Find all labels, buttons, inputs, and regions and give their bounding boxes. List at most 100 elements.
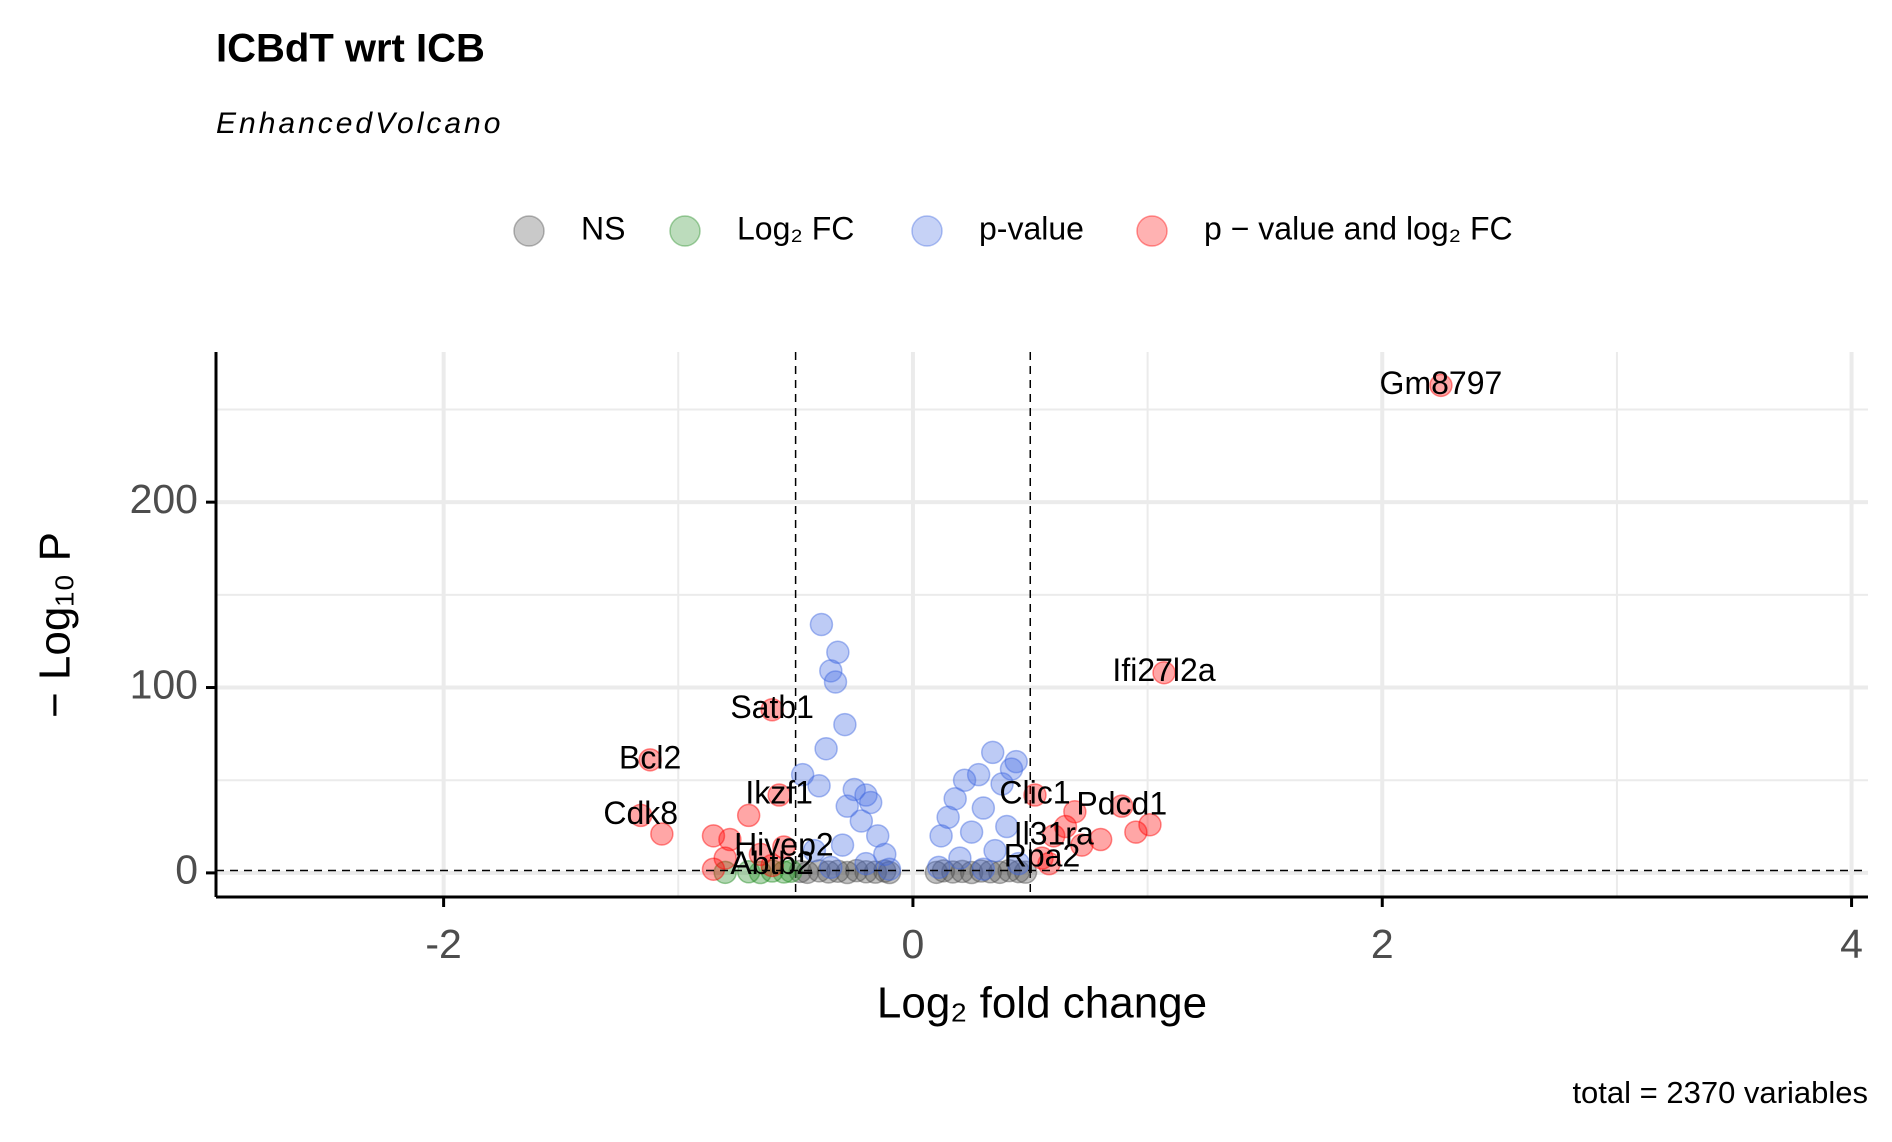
gene-label: Bcl2 <box>619 739 681 775</box>
point <box>826 640 850 665</box>
point <box>816 860 841 884</box>
point <box>807 774 831 798</box>
point <box>701 857 726 881</box>
point <box>650 822 674 846</box>
x-tick-label: -2 <box>425 921 461 967</box>
y-tick-label: 0 <box>175 847 198 893</box>
point <box>952 768 977 792</box>
point <box>628 803 653 828</box>
gene-label: Gm8797 <box>1380 365 1503 401</box>
point <box>978 860 1003 884</box>
x-tick-label: 4 <box>1840 921 1863 967</box>
point <box>1004 749 1028 774</box>
point <box>877 857 902 881</box>
point <box>830 833 855 857</box>
point <box>858 790 883 815</box>
point <box>1037 851 1061 876</box>
point <box>736 860 761 884</box>
point <box>865 824 890 848</box>
gene-label: Cdk8 <box>603 795 678 831</box>
point <box>948 846 972 870</box>
legend-label: p-value <box>979 210 1084 246</box>
point <box>924 860 949 885</box>
point <box>748 860 773 885</box>
y-tick-label: 100 <box>130 661 198 707</box>
point <box>1006 851 1031 876</box>
point <box>854 783 878 807</box>
gene-label: Ikzf1 <box>745 774 813 810</box>
point <box>941 860 965 884</box>
point <box>772 860 796 884</box>
point <box>713 846 737 870</box>
point <box>1041 824 1066 848</box>
point <box>959 820 984 844</box>
point <box>1030 846 1054 870</box>
point <box>1429 373 1453 398</box>
point <box>795 860 820 885</box>
point <box>833 712 857 737</box>
point <box>1152 660 1176 685</box>
point <box>1013 860 1038 884</box>
gene-label: Il31ra <box>1014 815 1094 851</box>
point <box>802 838 827 863</box>
point <box>1006 859 1031 884</box>
point <box>854 860 878 884</box>
point <box>823 670 848 694</box>
point <box>959 860 984 885</box>
legend-label: Log₂ FC <box>737 210 854 246</box>
point <box>819 855 843 880</box>
point <box>638 748 662 772</box>
point <box>929 824 953 848</box>
point <box>990 772 1014 796</box>
caption: total = 2370 variables <box>1572 1075 1868 1110</box>
point <box>1023 783 1047 807</box>
point <box>767 783 791 807</box>
point <box>1053 814 1078 839</box>
point <box>927 855 951 880</box>
point <box>971 796 996 820</box>
point <box>1138 812 1162 837</box>
point <box>842 777 867 802</box>
legend-label: NS <box>581 210 625 246</box>
point <box>950 859 974 884</box>
y-tick-label: 200 <box>130 476 198 522</box>
point <box>988 860 1012 885</box>
point <box>772 835 796 859</box>
x-axis-title: Log₂ fold change <box>877 979 1207 1028</box>
gene-label: Rpa2 <box>1004 838 1081 874</box>
point <box>943 787 967 811</box>
point <box>980 740 1005 765</box>
legend-swatch <box>669 215 701 247</box>
gene-label: Abtb2 <box>730 845 814 881</box>
point <box>748 842 773 867</box>
point <box>760 698 784 722</box>
x-tick-label: 2 <box>1371 921 1394 967</box>
point <box>835 794 859 818</box>
point <box>1088 827 1113 852</box>
point <box>809 612 834 637</box>
point <box>1110 794 1134 818</box>
x-tick-label: 0 <box>902 921 925 967</box>
point <box>819 659 843 683</box>
point <box>1063 799 1087 824</box>
legend-swatch <box>1136 215 1168 247</box>
chart-subtitle: EnhancedVolcano <box>216 107 503 140</box>
point <box>854 851 878 876</box>
legend-swatch <box>513 215 545 247</box>
point <box>849 809 874 833</box>
point <box>995 814 1019 839</box>
gene-label: Ifi27l2a <box>1112 652 1215 688</box>
point <box>718 827 742 852</box>
gene-label: Hivep2 <box>734 826 834 862</box>
point <box>788 859 813 884</box>
point <box>1070 833 1094 857</box>
legend-label: p − value and log₂ FC <box>1204 210 1513 246</box>
point <box>936 805 960 830</box>
point <box>736 803 761 828</box>
point <box>835 860 859 885</box>
chart-title: ICBdT wrt ICB <box>216 27 485 71</box>
gene-label: Satb1 <box>730 689 814 725</box>
point <box>790 762 815 787</box>
